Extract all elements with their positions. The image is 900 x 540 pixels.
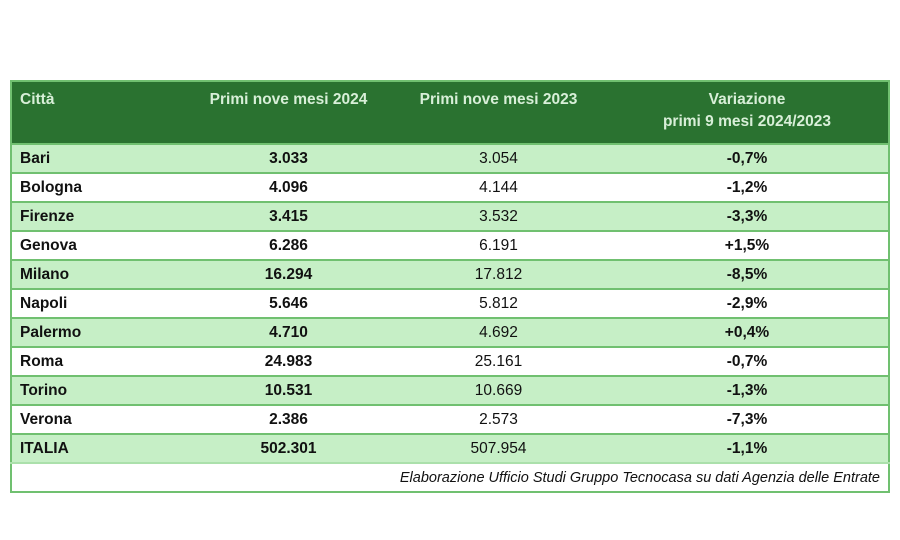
table-row: Firenze 3.415 3.532 -3,3%	[11, 201, 889, 231]
variation-cell: -2,9%	[606, 288, 889, 318]
value-2023-cell: 3.532	[391, 201, 606, 231]
value-2023-cell: 2.573	[391, 404, 606, 434]
variation-cell: -3,3%	[606, 201, 889, 231]
value-2023-cell: 4.144	[391, 172, 606, 202]
city-cell: Bologna	[11, 172, 186, 202]
value-2024-cell: 2.386	[186, 404, 391, 434]
table-row: Bologna 4.096 4.144 -1,2%	[11, 172, 889, 202]
value-2024-cell: 24.983	[186, 346, 391, 376]
variation-cell: -0,7%	[606, 346, 889, 376]
variation-cell: -1,1%	[606, 433, 889, 463]
column-header-city: Città	[11, 81, 186, 144]
table-row: Bari 3.033 3.054 -0,7%	[11, 143, 889, 173]
column-header-variation-line2: primi 9 mesi 2024/2023	[662, 113, 832, 130]
value-2023-cell: 507.954	[391, 433, 606, 463]
city-cell: Milano	[11, 259, 186, 289]
city-cell: ITALIA	[11, 433, 186, 463]
variation-cell: -8,5%	[606, 259, 889, 289]
table-footer: Elaborazione Ufficio Studi Gruppo Tecnoc…	[11, 462, 889, 492]
city-cell: Roma	[11, 346, 186, 376]
table-row: ITALIA 502.301 507.954 -1,1%	[11, 433, 889, 463]
column-header-variation: Variazione primi 9 mesi 2024/2023	[606, 81, 889, 144]
variation-cell: -1,2%	[606, 172, 889, 202]
city-cell: Napoli	[11, 288, 186, 318]
table-header: Città Primi nove mesi 2024 Primi nove me…	[11, 81, 889, 144]
variation-cell: -7,3%	[606, 404, 889, 434]
variation-cell: +1,5%	[606, 230, 889, 260]
value-2024-cell: 16.294	[186, 259, 391, 289]
city-cell: Bari	[11, 143, 186, 173]
value-2024-cell: 3.415	[186, 201, 391, 231]
variation-cell: -1,3%	[606, 375, 889, 405]
value-2023-cell: 10.669	[391, 375, 606, 405]
column-header-2024-label: Primi nove mesi 2024	[209, 91, 368, 108]
value-2024-cell: 4.096	[186, 172, 391, 202]
table-row: Genova 6.286 6.191 +1,5%	[11, 230, 889, 260]
value-2023-cell: 5.812	[391, 288, 606, 318]
value-2023-cell: 17.812	[391, 259, 606, 289]
table-row: Verona 2.386 2.573 -7,3%	[11, 404, 889, 434]
source-note: Elaborazione Ufficio Studi Gruppo Tecnoc…	[11, 462, 889, 492]
city-cell: Palermo	[11, 317, 186, 347]
value-2024-cell: 5.646	[186, 288, 391, 318]
value-2024-cell: 10.531	[186, 375, 391, 405]
city-cell: Genova	[11, 230, 186, 260]
value-2024-cell: 3.033	[186, 143, 391, 173]
column-header-2023-label: Primi nove mesi 2023	[419, 91, 578, 108]
table-row: Torino 10.531 10.669 -1,3%	[11, 375, 889, 405]
column-header-2023: Primi nove mesi 2023	[391, 81, 606, 144]
value-2023-cell: 3.054	[391, 143, 606, 173]
value-2023-cell: 25.161	[391, 346, 606, 376]
table-row: Palermo 4.710 4.692 +0,4%	[11, 317, 889, 347]
city-cell: Verona	[11, 404, 186, 434]
column-header-2024: Primi nove mesi 2024	[186, 81, 391, 144]
table-row: Milano 16.294 17.812 -8,5%	[11, 259, 889, 289]
city-cell: Torino	[11, 375, 186, 405]
column-header-variation-line1: Variazione	[708, 91, 786, 108]
value-2024-cell: 502.301	[186, 433, 391, 463]
column-header-city-label: Città	[20, 91, 55, 108]
variation-cell: +0,4%	[606, 317, 889, 347]
value-2023-cell: 6.191	[391, 230, 606, 260]
table-row: Napoli 5.646 5.812 -2,9%	[11, 288, 889, 318]
variation-cell: -0,7%	[606, 143, 889, 173]
transactions-table: Città Primi nove mesi 2024 Primi nove me…	[10, 80, 890, 493]
table-row: Roma 24.983 25.161 -0,7%	[11, 346, 889, 376]
table-body: Bari 3.033 3.054 -0,7% Bologna 4.096 4.144 -1,2…	[11, 143, 889, 463]
city-cell: Firenze	[11, 201, 186, 231]
value-2023-cell: 4.692	[391, 317, 606, 347]
value-2024-cell: 4.710	[186, 317, 391, 347]
value-2024-cell: 6.286	[186, 230, 391, 260]
